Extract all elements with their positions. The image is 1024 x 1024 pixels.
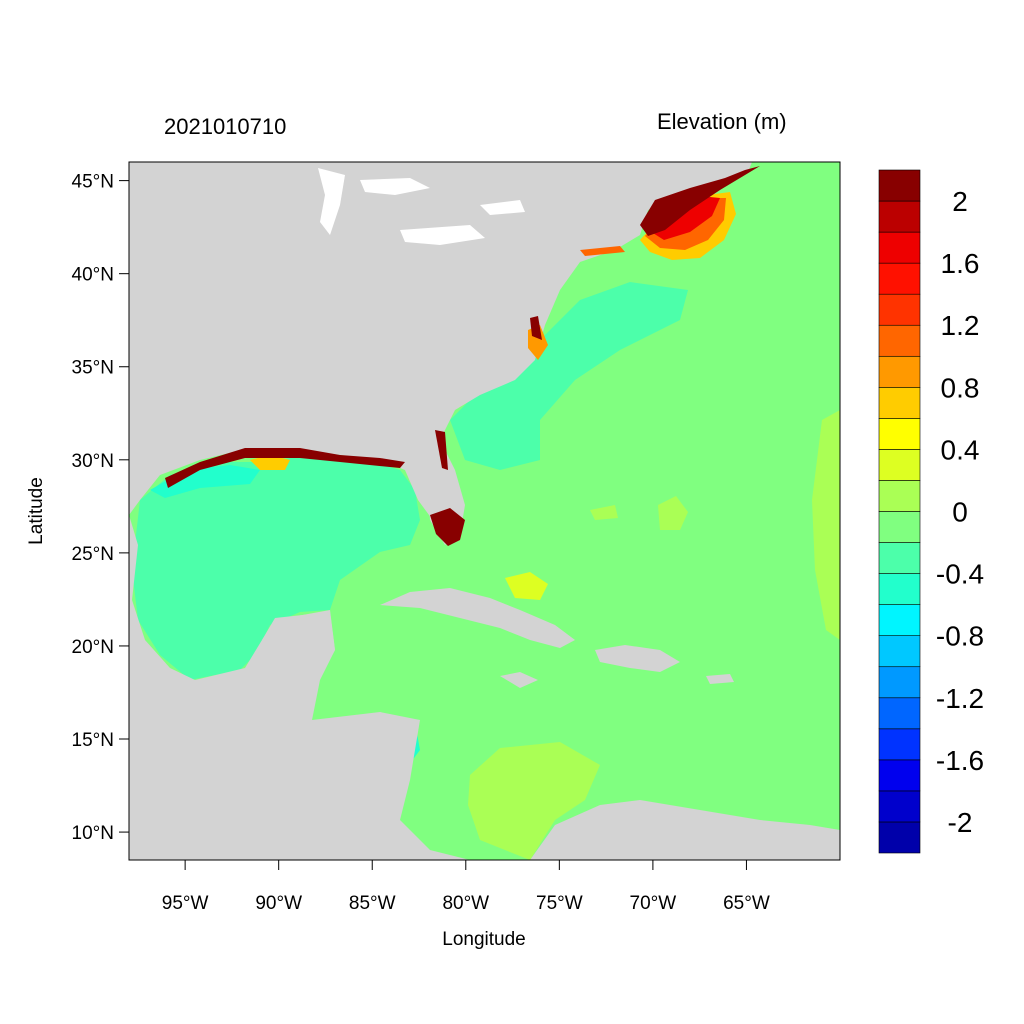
hispaniola-land (595, 645, 680, 672)
y-tick-label: 45°N (72, 172, 114, 193)
colorbar-label: -1.2 (936, 683, 984, 714)
colorbar-segment (878, 200, 921, 233)
colorbar-segment (878, 355, 921, 388)
colorbar-segment (878, 759, 921, 792)
colorbar-label: 1.2 (941, 310, 980, 341)
gulf-of-mexico (132, 452, 420, 680)
colorbar-label: 0 (952, 497, 968, 528)
atlantic-negative-zone (450, 282, 688, 470)
colorbar-segment (878, 418, 921, 450)
offshore-patch-1 (658, 496, 688, 530)
puerto-rico-land (706, 674, 734, 684)
surge-gulf-of-maine-peak (640, 166, 760, 236)
surge-south-florida (430, 508, 465, 546)
x-tick-label: 80°W (442, 893, 489, 914)
offshore-patch-2 (590, 505, 618, 520)
south-america-land (530, 800, 840, 860)
colorbar-labels: 2 1.6 1.2 0.8 0.4 0 -0.4 -0.8 -1.2 -1.6 -2 (936, 186, 984, 838)
y-tick-label: 30°N (72, 451, 114, 472)
colorbar-label: 2 (952, 186, 968, 217)
east-edge-positive-band (812, 410, 840, 640)
colorbar-label: -2 (948, 807, 973, 838)
x-tick-label: 95°W (162, 893, 209, 914)
surge-florida-east (435, 430, 448, 470)
x-axis-label: Longitude (442, 929, 525, 950)
colorbar-segment (878, 573, 921, 605)
colorbar-segment (878, 324, 921, 357)
colorbar-label: -0.8 (936, 621, 984, 652)
colorbar-segment (878, 449, 921, 481)
colorbar-label: -1.6 (936, 745, 984, 776)
date-label: 2021010710 (164, 114, 286, 139)
surge-northern-gulf-peak (165, 448, 405, 488)
yucatan-peninsula (262, 612, 335, 690)
x-tick-label: 75°W (536, 893, 583, 914)
colorbar-segment (878, 635, 921, 668)
map-title: Elevation (m) (657, 109, 787, 134)
colorbar-label: -0.4 (936, 559, 984, 590)
colorbar-segment (878, 697, 921, 730)
y-tick-label: 15°N (72, 730, 114, 751)
surge-northern-gulf (250, 455, 290, 470)
colorbar-segment (878, 604, 921, 636)
y-tick-label: 35°N (72, 358, 114, 379)
surge-long-island (580, 246, 625, 256)
colorbar-segment (878, 262, 921, 295)
cuba-land (380, 588, 575, 648)
colorbar-segment (878, 821, 921, 854)
map-panel (129, 162, 840, 860)
colorbar (878, 169, 921, 854)
y-axis-ticks: 45°N 40°N 35°N 30°N 25°N 20°N 15°N 10°N (72, 172, 129, 844)
colorbar-segment (878, 293, 921, 326)
colorbar-label: 0.4 (941, 434, 980, 465)
y-tick-label: 20°N (72, 637, 114, 658)
colorbar-segment (878, 728, 921, 761)
colorbar-label: 1.6 (941, 248, 980, 279)
x-tick-label: 90°W (255, 893, 302, 914)
y-tick-label: 40°N (72, 265, 114, 286)
x-tick-label: 85°W (349, 893, 396, 914)
colorbar-segment (878, 790, 921, 823)
colorbar-segment (878, 542, 921, 574)
colorbar-segment (878, 480, 921, 512)
x-tick-label: 70°W (630, 893, 677, 914)
y-tick-label: 25°N (72, 544, 114, 565)
caribbean-positive-patch (468, 742, 600, 860)
map-frame (128, 161, 841, 861)
surge-chesapeake-peak (530, 316, 542, 340)
colorbar-segment (878, 231, 921, 264)
colorbar-segment (878, 169, 921, 202)
colorbar-segment (878, 666, 921, 699)
x-axis-ticks: 95°W 90°W 85°W 80°W 75°W 70°W 65°W (162, 860, 770, 914)
gulf-coastal-negative (150, 465, 260, 498)
great-lakes (318, 168, 525, 245)
y-axis-label: Latitude (26, 477, 47, 545)
jamaica-land (500, 672, 538, 688)
y-tick-label: 10°N (72, 823, 114, 844)
colorbar-label: 0.8 (941, 372, 980, 403)
x-tick-label: 65°W (723, 893, 770, 914)
colorbar-segment (878, 511, 921, 543)
bahamas-positive (505, 572, 548, 600)
colorbar-segment (878, 387, 921, 419)
